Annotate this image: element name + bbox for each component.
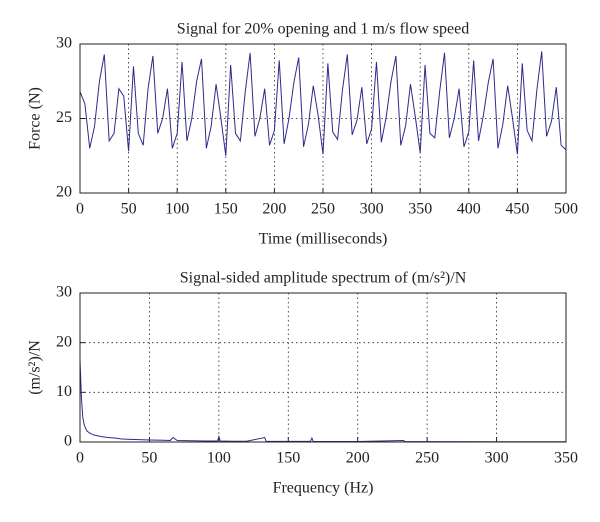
x-tick-label: 250 [311, 201, 335, 218]
x-axis-label: Frequency (Hz) [273, 480, 374, 497]
x-tick-label: 450 [505, 201, 529, 218]
chart-title: Signal for 20% opening and 1 m/s flow sp… [177, 21, 469, 38]
x-tick-label: 350 [408, 201, 432, 218]
x-axis-label: Time (milliseconds) [259, 231, 388, 248]
x-tick-label: 50 [121, 201, 137, 218]
axes-frame [79, 292, 567, 443]
x-tick-label: 300 [360, 201, 384, 218]
data-line [79, 51, 567, 156]
chart-title: Signal-sided amplitude spectrum of (m/s²… [180, 270, 467, 287]
y-axis-label: (m/s²)/N [27, 340, 44, 395]
x-tick-label: 0 [76, 450, 84, 467]
y-tick-label: 0 [64, 433, 72, 450]
x-tick-label: 100 [207, 450, 231, 467]
axes-frame [79, 43, 567, 194]
x-tick-label: 150 [276, 450, 300, 467]
x-tick-label: 0 [76, 201, 84, 218]
y-tick-label: 20 [56, 184, 72, 201]
plot-area [80, 293, 566, 442]
x-tick-label: 250 [415, 450, 439, 467]
x-tick-label: 500 [554, 201, 578, 218]
y-tick-label: 20 [56, 333, 72, 350]
y-tick-label: 30 [56, 35, 72, 52]
x-tick-label: 400 [457, 201, 481, 218]
x-tick-label: 350 [554, 450, 578, 467]
x-tick-label: 200 [262, 201, 286, 218]
y-axis-label: Force (N) [27, 87, 44, 150]
y-tick-label: 30 [56, 284, 72, 301]
x-tick-label: 150 [214, 201, 238, 218]
y-tick-label: 10 [56, 383, 72, 400]
x-tick-label: 200 [346, 450, 370, 467]
x-tick-label: 100 [165, 201, 189, 218]
x-tick-label: 50 [141, 450, 157, 467]
y-tick-label: 25 [56, 109, 72, 126]
x-tick-label: 300 [485, 450, 509, 467]
